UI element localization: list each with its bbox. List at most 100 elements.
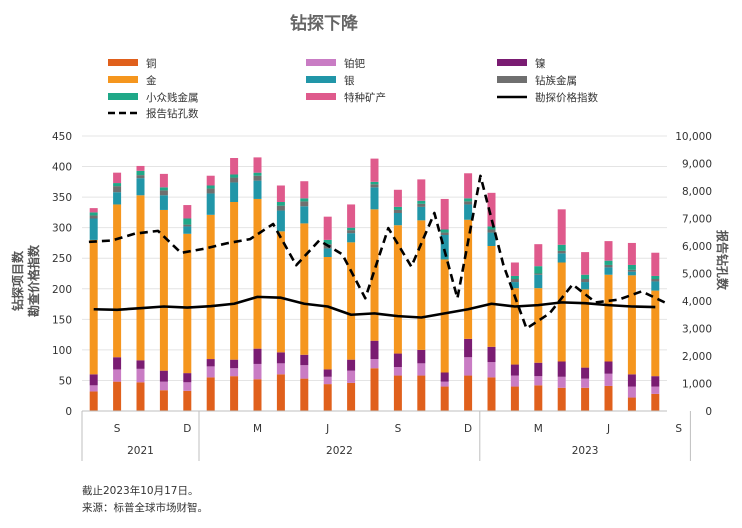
bar-segment bbox=[89, 391, 98, 411]
bar-segment bbox=[627, 264, 636, 270]
x-tick-label: S bbox=[395, 423, 402, 435]
bar-segment bbox=[417, 200, 426, 204]
bar-segment bbox=[253, 157, 262, 173]
bar-segment bbox=[557, 209, 566, 245]
bar-segment bbox=[206, 188, 215, 194]
bar-segment bbox=[370, 209, 379, 341]
chart-title: 钻探下降 bbox=[290, 13, 359, 34]
bar-segment bbox=[604, 373, 613, 386]
legend-label: 铜 bbox=[146, 58, 157, 70]
bar-segment bbox=[159, 381, 168, 391]
y-tick-label: 300 bbox=[52, 223, 72, 235]
bar-segment bbox=[417, 179, 426, 201]
y-tick-label: 150 bbox=[52, 314, 72, 326]
bar-segment bbox=[183, 224, 192, 227]
bar-segment bbox=[627, 269, 636, 272]
bar-segment bbox=[464, 201, 473, 205]
bar-segment bbox=[393, 206, 402, 210]
bar-segment bbox=[651, 393, 660, 411]
bar-segment bbox=[440, 235, 449, 260]
bar-segment bbox=[347, 230, 356, 234]
bar-segment bbox=[347, 233, 356, 243]
bar-segment bbox=[183, 373, 192, 383]
bar-segment bbox=[417, 220, 426, 350]
bar-segment bbox=[534, 274, 543, 289]
x-tick-label: M bbox=[534, 423, 543, 435]
bar-segment bbox=[183, 382, 192, 391]
legend-label: 钻族金属 bbox=[535, 74, 577, 87]
bar-segment bbox=[253, 348, 262, 364]
legend-label: 铂钯 bbox=[344, 57, 365, 70]
bar-segment bbox=[159, 195, 168, 210]
bar-segment bbox=[440, 229, 449, 233]
bar-segment bbox=[253, 379, 262, 411]
bar-segment bbox=[323, 257, 332, 370]
bar-segment bbox=[276, 352, 285, 364]
legend-label: 小众贱金属 bbox=[146, 91, 199, 104]
bar-segment bbox=[276, 202, 285, 206]
y2-tick-label: 10,000 bbox=[675, 131, 712, 143]
bar-segment bbox=[557, 253, 566, 263]
bar-segment bbox=[651, 252, 660, 276]
bar-segment bbox=[323, 239, 332, 245]
bar-segment bbox=[651, 279, 660, 282]
bar-segment bbox=[510, 386, 519, 411]
bar-segment bbox=[534, 362, 543, 377]
bar-segment bbox=[651, 386, 660, 394]
y2-axis-label: 报告钻孔数 bbox=[715, 230, 730, 291]
bar-segment bbox=[510, 364, 519, 376]
bar-segment bbox=[276, 185, 285, 202]
legend-label: 报告钻孔数 bbox=[146, 107, 199, 120]
bar-segment bbox=[159, 187, 168, 191]
bar-segment bbox=[230, 182, 239, 202]
bar-segment bbox=[440, 381, 449, 387]
bar-segment bbox=[581, 289, 590, 368]
bar-segment bbox=[230, 376, 239, 411]
y2-tick-label: 7,000 bbox=[682, 214, 712, 226]
bar-segment bbox=[627, 386, 636, 398]
bar-segment bbox=[230, 368, 239, 377]
bar-segment bbox=[253, 363, 262, 380]
bar-segment bbox=[206, 193, 215, 215]
bar-segment bbox=[136, 195, 145, 361]
bar-segment bbox=[651, 275, 660, 279]
bar-segment bbox=[534, 376, 543, 386]
bar-segment bbox=[581, 279, 590, 283]
bar-segment bbox=[253, 175, 262, 181]
bar-segment bbox=[230, 158, 239, 175]
bar-segment bbox=[89, 208, 98, 213]
bar-segment bbox=[300, 378, 309, 411]
bar-segment bbox=[276, 205, 285, 211]
bar-segment bbox=[534, 244, 543, 267]
bar-segment bbox=[487, 226, 496, 230]
bar-segment bbox=[417, 375, 426, 411]
bar-segment bbox=[464, 357, 473, 376]
bar-segment bbox=[487, 229, 496, 233]
bar-segment bbox=[534, 273, 543, 275]
reported-drillholes-line bbox=[88, 174, 666, 330]
y-tick-label: 0 bbox=[65, 406, 72, 418]
bar-segment bbox=[89, 218, 98, 240]
bar-segment bbox=[370, 181, 379, 185]
bar-segment bbox=[89, 212, 98, 216]
bar-segment bbox=[510, 275, 519, 279]
bar-segment bbox=[206, 366, 215, 378]
bar-segment bbox=[417, 206, 426, 221]
bar-segment bbox=[393, 225, 402, 354]
x-tick-label: J bbox=[606, 423, 610, 435]
bar-segment bbox=[323, 248, 332, 257]
y2-tick-label: 6,000 bbox=[682, 241, 712, 253]
bar-segment bbox=[393, 189, 402, 207]
bar-segment bbox=[159, 390, 168, 411]
bar-segment bbox=[300, 181, 309, 199]
y-tick-label: 400 bbox=[52, 162, 72, 174]
bar-segment bbox=[604, 361, 613, 374]
bar-segment bbox=[136, 382, 145, 411]
note-source: 来源：标普全球市场财智。 bbox=[82, 502, 208, 514]
bar-segment bbox=[464, 219, 473, 339]
bar-segment bbox=[300, 198, 309, 202]
bar-segment bbox=[253, 180, 262, 199]
bar-segment bbox=[557, 262, 566, 362]
bar-segment bbox=[417, 363, 426, 376]
